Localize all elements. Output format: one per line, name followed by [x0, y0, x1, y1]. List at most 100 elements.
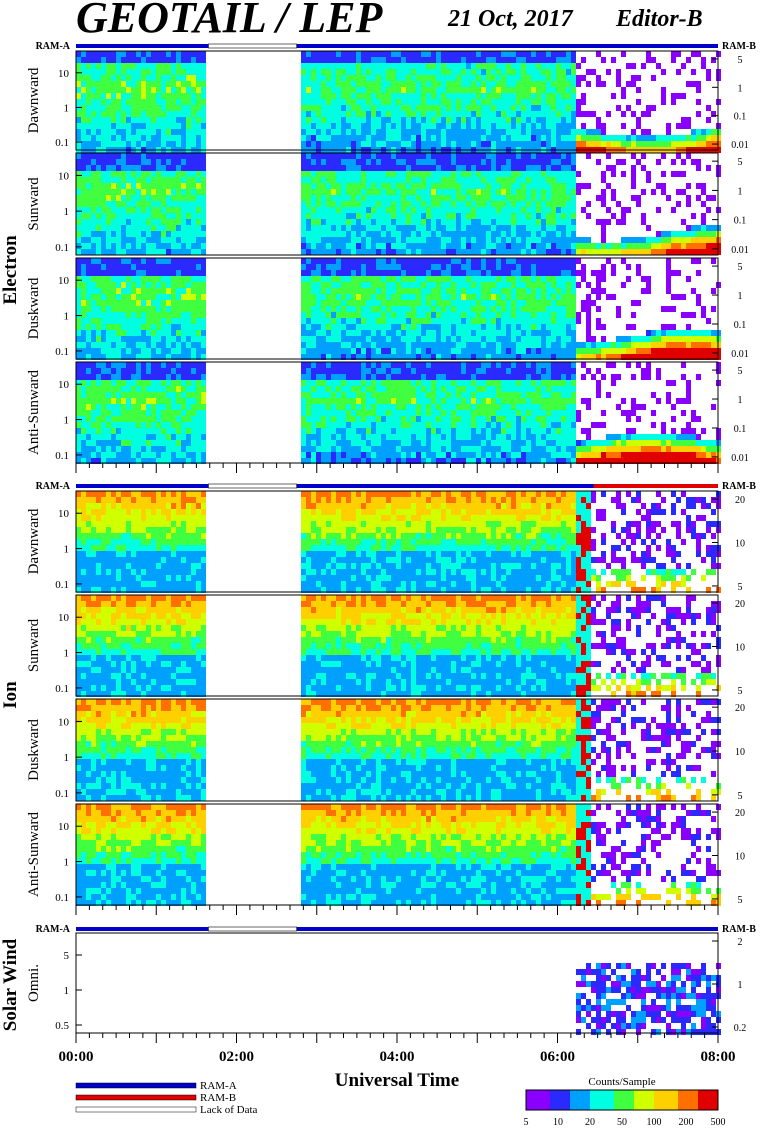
spectrogram-cell [191, 207, 196, 213]
spectrogram-cell [101, 231, 106, 237]
spectrogram-cell [186, 342, 191, 348]
spectrogram-cell [176, 219, 181, 225]
spectrogram-cell [106, 264, 111, 270]
spectrogram-cell [436, 324, 441, 330]
spectrogram-cell [706, 336, 711, 342]
spectrogram-cell [311, 312, 316, 318]
spectrogram-cell [646, 336, 651, 342]
spectrogram-cell [91, 141, 96, 147]
spectrogram-cell [386, 282, 391, 288]
spectrogram-cell [666, 237, 671, 243]
spectrogram-cell [646, 111, 651, 117]
spectrogram-cell [526, 93, 531, 99]
spectrogram-cell [126, 282, 131, 288]
spectrogram-cell [696, 87, 701, 93]
spectrogram-cell [311, 306, 316, 312]
spectrogram-cell [451, 282, 456, 288]
spectrogram-cell [476, 123, 481, 129]
spectrogram-cell [506, 87, 511, 93]
spectrogram-cell [426, 141, 431, 147]
spectrogram-cell [661, 141, 666, 147]
spectrogram-cell [121, 348, 126, 354]
spectrogram-cell [386, 225, 391, 231]
spectrogram-cell [416, 219, 421, 225]
spectrogram-cell [196, 207, 201, 213]
spectrogram-cell [91, 81, 96, 87]
spectrogram-cell [671, 306, 676, 312]
spectrogram-cell [486, 258, 491, 264]
spectrogram-cell [316, 306, 321, 312]
spectrogram-cell [556, 129, 561, 135]
spectrogram-cell [476, 219, 481, 225]
spectrogram-cell [521, 258, 526, 264]
spectrogram-cell [406, 282, 411, 288]
spectrogram-cell [171, 249, 176, 255]
spectrogram-cell [711, 243, 716, 249]
spectrogram-cell [476, 306, 481, 312]
spectrogram-cell [121, 171, 126, 177]
spectrogram-cell [131, 117, 136, 123]
spectrogram-cell [521, 75, 526, 81]
spectrogram-cell [581, 342, 586, 348]
spectrogram-cell [576, 189, 581, 195]
spectrogram-cell [191, 177, 196, 183]
spectrogram-cell [406, 165, 411, 171]
spectrogram-cell [81, 416, 86, 422]
spectrogram-cell [501, 318, 506, 324]
spectrogram-cell [171, 264, 176, 270]
spectrogram-cell [466, 330, 471, 336]
spectrogram-cell [121, 398, 126, 404]
spectrogram-cells [76, 153, 721, 255]
spectrogram-cell [586, 201, 591, 207]
spectrogram-cell [711, 354, 716, 360]
spectrogram-cell [196, 69, 201, 75]
spectrogram-cell [136, 300, 141, 306]
spectrogram-cell [201, 318, 206, 324]
spectrogram-cell [531, 264, 536, 270]
spectrogram-cell [406, 243, 411, 249]
spectrogram-cell [516, 318, 521, 324]
spectrogram-cell [161, 51, 166, 57]
spectrogram-cell [321, 270, 326, 276]
spectrogram-cell [81, 153, 86, 159]
spectrogram-cell [356, 249, 361, 255]
spectrogram-cell [391, 219, 396, 225]
spectrogram-cell [546, 294, 551, 300]
spectrogram-cell [161, 63, 166, 69]
spectrogram-cell [311, 123, 316, 129]
spectrogram-cell [516, 183, 521, 189]
spectrogram-cell [196, 300, 201, 306]
spectrogram-cell [176, 213, 181, 219]
spectrogram-cell [321, 135, 326, 141]
spectrogram-cell [546, 123, 551, 129]
spectrogram-cell [301, 189, 306, 195]
spectrogram-cell [581, 129, 586, 135]
spectrogram-cell [556, 51, 561, 57]
spectrogram-cell [476, 93, 481, 99]
spectrogram-cell [116, 117, 121, 123]
spectrogram-cell [551, 189, 556, 195]
spectrogram-cell [351, 183, 356, 189]
spectrogram-cell [631, 195, 636, 201]
spectrogram-cell [311, 159, 316, 165]
spectrogram-cell [316, 117, 321, 123]
spectrogram-cell [506, 207, 511, 213]
spectrogram-cell [491, 81, 496, 87]
spectrogram-cell [116, 386, 121, 392]
spectrogram-cell [431, 117, 436, 123]
spectrogram-cell [396, 312, 401, 318]
spectrogram-cell [106, 195, 111, 201]
spectrogram-cell [336, 51, 341, 57]
spectrogram-cell [586, 243, 591, 249]
spectrogram-cell [661, 336, 666, 342]
spectrogram-cell [366, 276, 371, 282]
spectrogram-cell [501, 264, 506, 270]
spectrogram-cell [401, 249, 406, 255]
spectrogram-cell [446, 342, 451, 348]
spectrogram-cell [301, 57, 306, 63]
ram-right-label: RAM-B [722, 41, 756, 52]
spectrogram-cell [526, 195, 531, 201]
spectrogram-cell [131, 153, 136, 159]
spectrogram-cell [111, 219, 116, 225]
spectrogram-cell [121, 392, 126, 398]
